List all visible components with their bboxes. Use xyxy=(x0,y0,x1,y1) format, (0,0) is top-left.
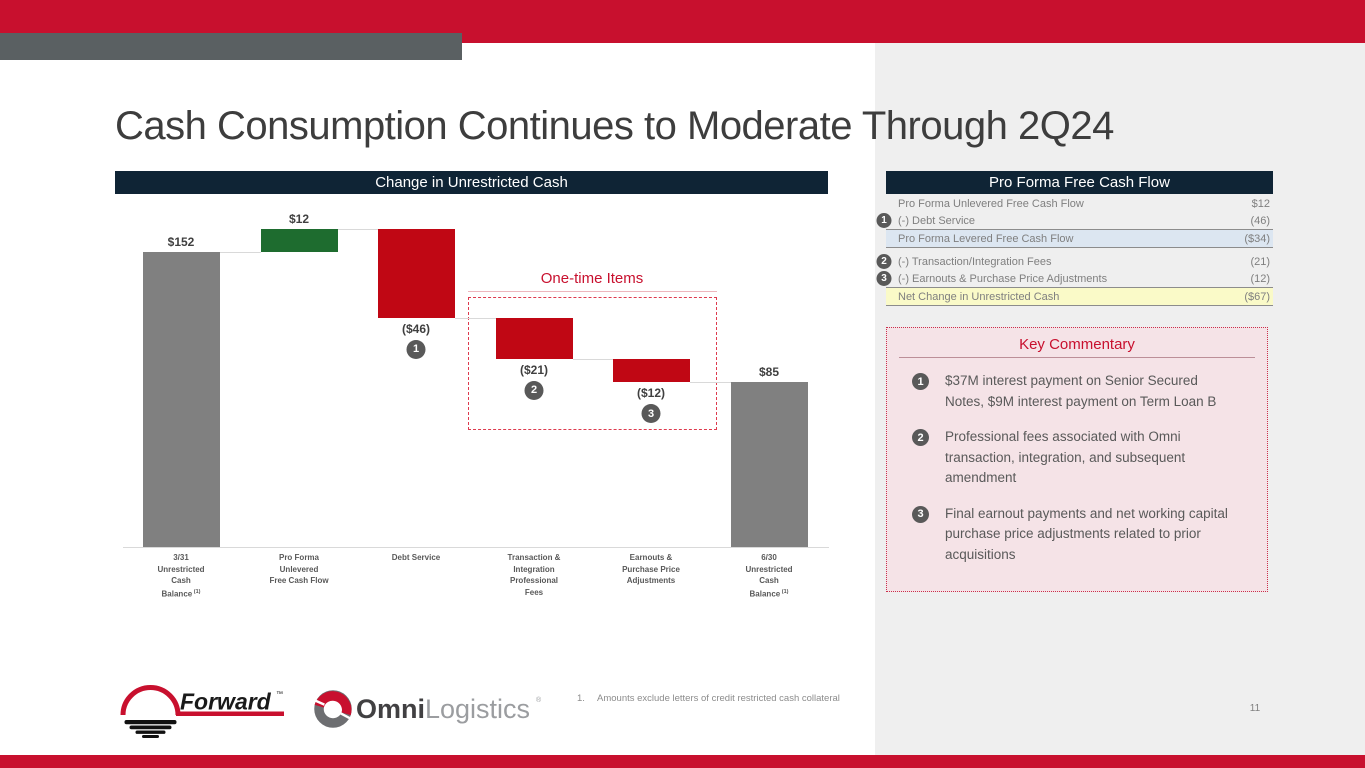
key-commentary-title: Key Commentary xyxy=(1019,336,1135,353)
bottom-banner xyxy=(0,755,1365,768)
commentary-badge: 1 xyxy=(912,373,929,390)
forward-stripe-icon xyxy=(135,730,166,734)
forward-stripe-icon xyxy=(124,720,177,725)
table-row: (-) Debt Service (46) xyxy=(886,212,1273,229)
slide-title: Cash Consumption Continues to Moderate T… xyxy=(115,104,1114,148)
chart-badge: 2 xyxy=(524,380,544,400)
waterfall-bar xyxy=(612,358,690,383)
bar-value-label: ($21) xyxy=(519,362,549,377)
x-axis-line xyxy=(123,547,829,548)
waterfall-bar xyxy=(142,251,220,547)
footnote-number: 1. xyxy=(577,693,585,704)
table-row: (-) Transaction/Integration Fees (21) xyxy=(886,253,1273,270)
forward-tm: ™ xyxy=(276,691,283,698)
commentary-text: Professional fees associated with Omni t… xyxy=(945,429,1186,485)
commentary-item: 1 $37M interest payment on Senior Secured… xyxy=(912,371,1267,412)
accent-bar xyxy=(0,33,462,60)
bar-value-label: $85 xyxy=(758,365,780,380)
page-number: 11 xyxy=(1249,703,1261,714)
forward-sun-arc-icon xyxy=(120,685,181,716)
commentary-text: Final earnout payments and net working c… xyxy=(945,505,1228,562)
chart-section-header: Change in Unrestricted Cash xyxy=(115,171,828,194)
commentary-text: $37M interest payment on Senior Secured … xyxy=(945,373,1217,409)
row-value: ($34) xyxy=(1244,232,1270,245)
chart-badge: 1 xyxy=(406,339,426,359)
forward-stripe-icon xyxy=(129,725,172,730)
commentary-badge: 2 xyxy=(912,429,929,446)
table-row: (-) Earnouts & Purchase Price Adjustment… xyxy=(886,270,1273,287)
connector-line xyxy=(689,382,731,384)
table-badge: 2 xyxy=(876,254,892,269)
chart-badge: 3 xyxy=(641,404,661,424)
omni-ring-gap xyxy=(340,712,353,721)
fcf-table: Pro Forma Unlevered Free Cash Flow $12 (-)… xyxy=(886,195,1273,306)
chart-section-header-label: Change in Unrestricted Cash xyxy=(375,174,568,191)
connector-line xyxy=(454,317,496,319)
footnote: 1. Amounts exclude letters of credit res… xyxy=(577,692,845,705)
one-time-items-label: One-time Items xyxy=(540,270,644,287)
row-value: $12 xyxy=(1251,197,1270,210)
row-label: (-) Debt Service xyxy=(898,214,976,227)
fcf-table-header: Pro Forma Free Cash Flow xyxy=(886,171,1273,194)
table-row: Pro Forma Unlevered Free Cash Flow $12 xyxy=(886,195,1273,212)
fcf-table-header-label: Pro Forma Free Cash Flow xyxy=(989,174,1170,191)
bar-value-label: ($12) xyxy=(636,386,666,401)
table-badge: 3 xyxy=(876,271,892,286)
row-value: (46) xyxy=(1250,214,1270,227)
row-label: Pro Forma Levered Free Cash Flow xyxy=(898,232,1074,245)
axis-category-label: 3/31 Unrestricted Cash Balance (1) xyxy=(157,553,205,599)
footnote-text: Amounts exclude letters of credit restri… xyxy=(597,693,840,704)
row-value: (21) xyxy=(1250,255,1270,268)
omni-wordmark-secondary: Logistics xyxy=(425,694,530,724)
forward-wordmark: Forward xyxy=(180,689,272,715)
omni-wordmark-primary: Omni xyxy=(356,694,425,724)
omni-logistics-logo: Omni Logistics ® xyxy=(312,690,542,728)
key-commentary: Key Commentary 1 $37M interest payment on… xyxy=(886,327,1268,592)
key-commentary-rule xyxy=(899,357,1255,358)
waterfall-bar xyxy=(495,317,573,359)
axis-category-label: Pro Forma Unlevered Free Cash Flow xyxy=(269,553,329,585)
connector-line xyxy=(572,358,613,360)
row-label: Net Change in Unrestricted Cash xyxy=(898,290,1060,303)
table-row: Pro Forma Levered Free Cash Flow ($34) xyxy=(886,229,1273,248)
row-value: ($67) xyxy=(1244,290,1270,303)
bar-value-label: $152 xyxy=(167,234,195,249)
row-label: Pro Forma Unlevered Free Cash Flow xyxy=(898,197,1084,210)
bar-value-label: $12 xyxy=(288,211,310,226)
connector-line xyxy=(337,228,378,230)
axis-category-label: Earnouts & Purchase Price Adjustments xyxy=(622,553,680,585)
commentary-item: 2 Professional fees associated with Omni … xyxy=(912,427,1267,489)
waterfall-bar xyxy=(730,382,808,547)
waterfall-bar xyxy=(377,228,455,318)
row-value: (12) xyxy=(1250,272,1270,285)
omni-ring-gap xyxy=(312,698,325,706)
row-label: (-) Transaction/Integration Fees xyxy=(898,255,1052,268)
row-label: (-) Earnouts & Purchase Price Adjustment… xyxy=(898,272,1108,285)
axis-category-label: 6/30 Unrestricted Cash Balance (1) xyxy=(745,553,793,599)
bar-value-label: ($46) xyxy=(401,321,431,336)
axis-category-label: Debt Service xyxy=(391,553,441,562)
omni-reg-mark: ® xyxy=(536,696,542,704)
forward-underline xyxy=(176,711,284,716)
connector-line xyxy=(219,251,261,253)
table-badge: 1 xyxy=(876,213,892,228)
waterfall-bar xyxy=(260,228,338,252)
commentary-badge: 3 xyxy=(912,505,929,523)
omni-ring-red-icon xyxy=(314,691,352,716)
one-time-items-box xyxy=(468,297,717,430)
forward-stripe-icon xyxy=(142,735,159,738)
one-time-items-underline xyxy=(468,291,717,292)
table-row: Net Change in Unrestricted Cash ($67) xyxy=(886,287,1273,306)
axis-category-label: Transaction & Integration Professional Fees xyxy=(507,553,561,597)
forward-logo: Forward ™ xyxy=(120,685,284,738)
commentary-item: 3 Final earnout payments and net working … xyxy=(912,504,1267,566)
